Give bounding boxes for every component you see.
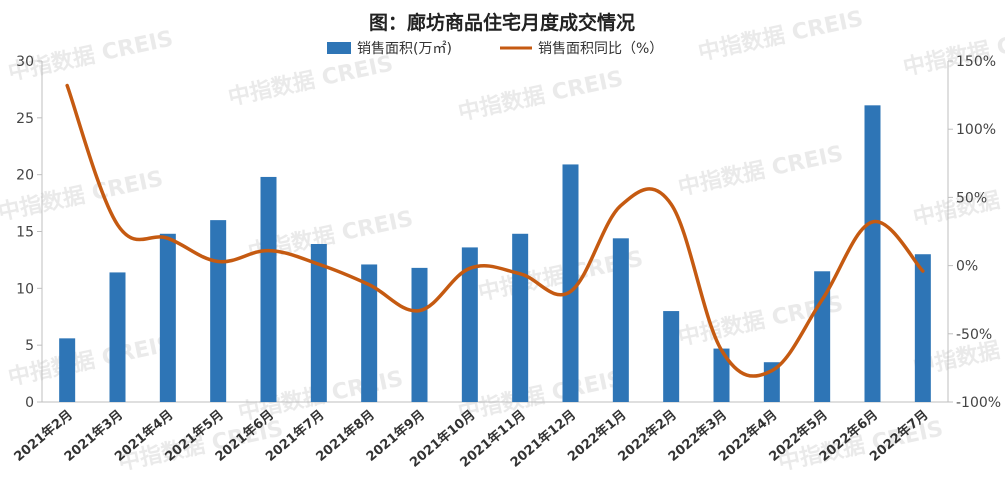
watermark-text: 中指数据 CREIS: [696, 6, 866, 66]
y-left-tick-label: 5: [25, 338, 34, 354]
y-left-tick-label: 20: [16, 168, 34, 184]
bar: [914, 254, 931, 402]
y-left-tick-label: 10: [16, 281, 34, 297]
bar: [461, 247, 478, 402]
legend-line-label: 销售面积同比（%）: [538, 41, 663, 57]
y-left-tick-label: 25: [16, 111, 34, 127]
y-right-tick-label: 100%: [956, 122, 996, 138]
bar: [260, 176, 277, 402]
bar: [612, 238, 629, 402]
watermark-text: 中指数据 CREIS: [901, 21, 1005, 81]
y-right-tick-label: 0%: [956, 259, 978, 275]
legend-bar-swatch: [327, 42, 351, 54]
bar: [210, 220, 227, 402]
watermark-text: 中指数据 CREIS: [456, 66, 626, 126]
bar: [310, 244, 327, 402]
line-series: [65, 83, 925, 378]
legend-bar-label: 销售面积(万㎡): [357, 41, 452, 57]
bar: [411, 267, 428, 402]
watermark-text: 中指数据 CREIS: [226, 51, 396, 111]
chart-title: 图：廊坊商品住宅月度成交情况: [369, 11, 635, 34]
bar: [864, 105, 881, 402]
bar: [663, 311, 680, 402]
y-left-tick-label: 0: [25, 395, 34, 411]
watermark-text: 中指数据 CREIS: [456, 366, 626, 426]
y-left-tick-label: 15: [16, 225, 34, 241]
bar: [59, 338, 76, 402]
bar: [713, 348, 730, 402]
y-left-tick-label: 30: [16, 54, 34, 70]
y-right-tick-label: 50%: [956, 190, 987, 206]
bar: [361, 264, 378, 402]
bar: [109, 272, 126, 402]
bar: [562, 164, 579, 402]
axes: 0 5 10 15 20 25 30 -100% -50% 0% 50% 100% 150%: [16, 54, 1001, 411]
bar: [159, 233, 176, 402]
bar: [512, 233, 529, 402]
y-right-tick-label: -100%: [956, 395, 1001, 411]
y-right-tick-label: -50%: [956, 327, 992, 343]
legend: 销售面积(万㎡) 销售面积同比（%）: [327, 41, 663, 57]
y-right-tick-label: 150%: [956, 54, 996, 70]
watermark-text: 中指数据 CREIS: [676, 141, 846, 201]
line-path: [65, 83, 925, 378]
